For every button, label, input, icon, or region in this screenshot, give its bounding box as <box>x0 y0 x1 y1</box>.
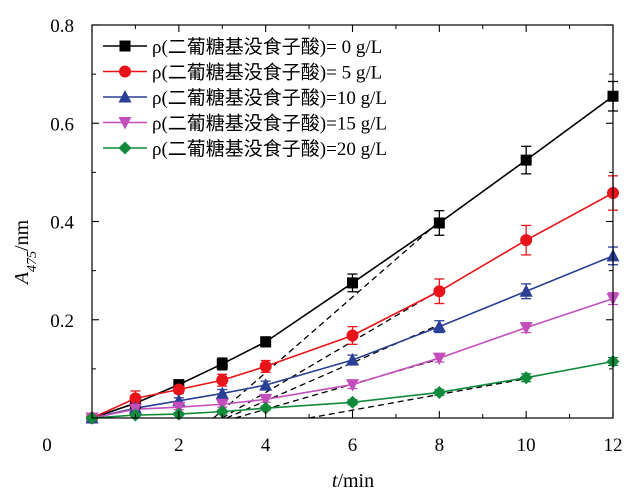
data-point-series-4 <box>259 393 273 407</box>
legend-marker-2 <box>119 65 131 78</box>
data-point-series-1 <box>260 336 272 348</box>
legend-marker-4 <box>118 117 132 130</box>
data-point-series-4 <box>432 352 446 366</box>
y-tick-label: 0.8 <box>50 16 74 37</box>
tangent-line-2 <box>221 289 440 419</box>
data-point-series-4 <box>519 322 533 335</box>
data-point-series-5 <box>259 401 273 415</box>
tangent-line-5 <box>308 378 527 419</box>
axes-group <box>91 24 614 419</box>
legend-label-5: ρ(二葡糖基没食子酸)=20 g/L <box>152 138 387 160</box>
data-point-series-3 <box>259 378 273 391</box>
data-point-series-3 <box>215 386 229 399</box>
x-tick-label: 12 <box>604 435 623 456</box>
y-tick-label: 0.2 <box>50 311 74 332</box>
data-point-series-1 <box>433 217 445 229</box>
data-point-series-2 <box>259 360 272 373</box>
legend-label-2: ρ(二葡糖基没食子酸)= 5 g/L <box>152 62 382 84</box>
legend-label-4: ρ(二葡糖基没食子酸)=15 g/L <box>152 113 387 135</box>
tick-labels-group: 0 2 4 6 8 10 12 0.2 0.4 0.6 0.8 <box>42 16 622 456</box>
data-point-series-1 <box>216 358 228 370</box>
y-axis-title: A475/nm <box>11 219 40 286</box>
legend-marker-5 <box>118 141 132 155</box>
data-point-series-5 <box>432 385 446 399</box>
data-point-series-1 <box>520 154 532 166</box>
data-point-series-3 <box>432 319 446 333</box>
data-point-series-2 <box>129 392 142 405</box>
data-point-series-2 <box>520 234 533 247</box>
legend-marker-3 <box>118 90 132 103</box>
data-point-series-1 <box>347 277 358 289</box>
x-tick-label: 2 <box>174 435 184 456</box>
data-point-series-2 <box>346 329 359 342</box>
data-point-series-4 <box>346 379 359 392</box>
data-point-series-3 <box>346 353 359 366</box>
x-axis-title: t/min <box>332 470 374 492</box>
data-point-series-5 <box>215 405 229 419</box>
x-tick-label: 8 <box>435 435 445 456</box>
x-tick-label: 10 <box>517 435 536 456</box>
x-tick-label: 0 <box>42 435 52 456</box>
data-point-series-2 <box>172 383 185 396</box>
data-point-series-2 <box>216 374 229 387</box>
y-tick-label: 0.6 <box>50 114 74 135</box>
x-tick-label: 6 <box>348 435 358 456</box>
data-point-series-5 <box>519 371 533 385</box>
x-tick-label: 4 <box>261 435 271 456</box>
legend-marker-1 <box>119 40 131 52</box>
legend-label-3: ρ(二葡糖基没食子酸)=10 g/L <box>152 87 387 109</box>
legend-label-1: ρ(二葡糖基没食子酸)= 0 g/L <box>152 36 382 58</box>
y-tick-label: 0.4 <box>50 213 74 234</box>
data-point-series-5 <box>346 395 359 409</box>
data-point-series-4 <box>215 398 229 412</box>
data-point-series-3 <box>519 284 533 297</box>
data-point-series-2 <box>433 285 446 298</box>
legend: ρ(二葡糖基没食子酸)= 0 g/L ρ(二葡糖基没食子酸)= 5 g/L ρ(二葡… <box>103 36 387 160</box>
